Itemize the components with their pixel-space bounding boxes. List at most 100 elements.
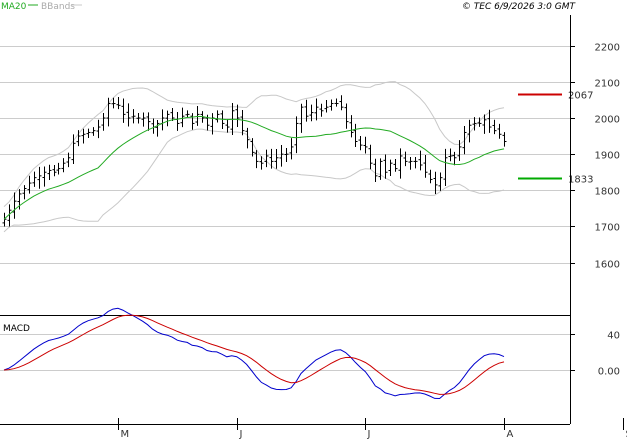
price-tick-label: 1900 xyxy=(595,151,620,162)
ohlc-bar xyxy=(339,95,344,111)
ohlc-bar xyxy=(487,109,492,133)
x-tick-label: S xyxy=(626,429,627,440)
ohlc-bar xyxy=(259,156,264,170)
price-tick-label: 1800 xyxy=(595,187,620,198)
price-tick-label: 1600 xyxy=(595,260,620,271)
ohlc-bar xyxy=(185,110,190,118)
ohlc-bar xyxy=(180,107,185,128)
ohlc-bar xyxy=(294,116,299,154)
ohlc-bar xyxy=(443,148,448,187)
ohlc-bar xyxy=(111,97,116,109)
ohlc-bar xyxy=(245,127,250,149)
ohlc-bar xyxy=(269,148,274,169)
ohlc-bar xyxy=(388,159,393,177)
ohlc-bar xyxy=(136,113,141,124)
ohlc-bar xyxy=(393,158,398,172)
ohlc-bar xyxy=(106,97,111,127)
ohlc-bar xyxy=(56,162,61,175)
x-tick-label: J xyxy=(367,429,371,440)
ohlc-bar xyxy=(190,113,195,130)
macd-title: MACD xyxy=(3,324,30,334)
ohlc-bar xyxy=(146,112,151,131)
bollinger-bands xyxy=(3,81,505,233)
ohlc-bar xyxy=(165,110,170,127)
macd-gridlines xyxy=(0,334,570,371)
ohlc-bar xyxy=(279,144,284,167)
ohlc-bar xyxy=(358,136,363,151)
ohlc-bar xyxy=(497,123,502,139)
ohlc-bar xyxy=(71,134,76,165)
ohlc-bar xyxy=(438,172,443,191)
signal-line xyxy=(3,314,505,395)
bband-lower-line xyxy=(3,128,505,233)
ohlc-bar xyxy=(66,152,71,168)
ohlc-bars xyxy=(2,95,507,227)
level-label: 2067 xyxy=(568,91,593,102)
ohlc-bar xyxy=(309,104,314,122)
ohlc-bar xyxy=(155,119,160,137)
ohlc-bar xyxy=(462,125,467,155)
ohlc-bar xyxy=(319,103,324,117)
ohlc-bar xyxy=(289,138,294,160)
level-markers: 2067 1833 xyxy=(518,91,593,186)
ohlc-bar xyxy=(363,136,368,154)
bband-upper-line xyxy=(3,81,505,207)
ohlc-bar xyxy=(12,192,17,219)
ohlc-bar xyxy=(304,99,309,122)
ohlc-bar xyxy=(37,166,42,189)
ohlc-bar xyxy=(254,150,259,169)
ohlc-bar xyxy=(324,99,329,113)
ohlc-bar xyxy=(215,110,220,123)
ohlc-bar xyxy=(423,154,428,178)
ohlc-bar xyxy=(482,114,487,134)
legend-bbands: BBands xyxy=(41,2,75,12)
ohlc-bar xyxy=(452,151,457,166)
ohlc-bar xyxy=(368,144,373,170)
ohlc-bar xyxy=(373,158,378,183)
price-tick-label: 2200 xyxy=(595,43,620,54)
ohlc-bar xyxy=(448,148,453,162)
macd-line xyxy=(3,307,505,400)
ohlc-bar xyxy=(225,119,230,133)
ohlc-bar xyxy=(76,130,81,147)
ohlc-bar xyxy=(86,128,91,138)
ohlc-bar xyxy=(349,115,354,138)
price-tick-label: 1700 xyxy=(595,223,620,234)
x-tick-label: J xyxy=(239,429,243,440)
ohlc-bar xyxy=(408,156,413,170)
ohlc-bar xyxy=(47,164,52,181)
ohlc-bar xyxy=(477,117,482,127)
ohlc-bar xyxy=(27,175,32,194)
macd-lines xyxy=(3,307,505,400)
ohlc-bar xyxy=(170,108,175,122)
macd-tick-label: 0.00 xyxy=(598,367,620,378)
ohlc-bar xyxy=(418,150,423,171)
ohlc-bar xyxy=(378,158,383,180)
ohlc-bar xyxy=(344,103,349,129)
ohlc-bar xyxy=(7,204,12,227)
legend-ma20: MA20 xyxy=(1,2,27,12)
ohlc-bar xyxy=(22,185,27,200)
ohlc-bar xyxy=(428,169,433,184)
ohlc-bar xyxy=(61,158,66,173)
x-tick-label: M xyxy=(121,429,130,440)
copyright-text: © TEC 6/9/2026 3:0 GMT xyxy=(462,2,577,12)
ohlc-bar xyxy=(299,103,304,133)
ohlc-bar xyxy=(141,112,146,127)
ohlc-bar xyxy=(413,156,418,169)
x-axis: MJJAS xyxy=(118,418,627,440)
ohlc-bar xyxy=(131,109,136,124)
ohlc-bar xyxy=(353,123,358,147)
ohlc-bar xyxy=(101,112,106,131)
ohlc-bar xyxy=(96,119,101,139)
ohlc-bar xyxy=(42,166,47,187)
ohlc-bar xyxy=(398,148,403,179)
ma20-line xyxy=(3,116,505,220)
price-tick-label: 2000 xyxy=(595,115,620,126)
ohlc-bar xyxy=(116,96,121,110)
ohlc-bar xyxy=(240,110,245,136)
moving-average xyxy=(3,116,505,220)
ohlc-bar xyxy=(81,128,86,144)
